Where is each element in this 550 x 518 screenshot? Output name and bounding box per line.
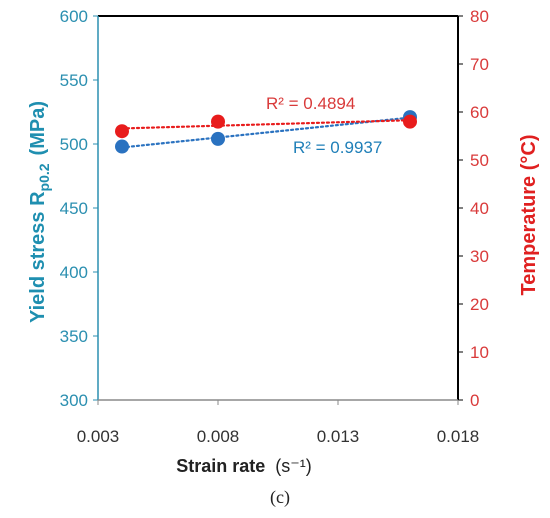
y-left-tick-label: 400 <box>60 263 88 282</box>
y-right-tick-label: 0 <box>470 391 479 410</box>
left-ticks: 300 350 400 450 500 550 600 <box>60 7 98 410</box>
axes <box>97 15 459 401</box>
x-tick-label: 0.003 <box>77 427 120 446</box>
y-right-tick-label: 60 <box>470 103 489 122</box>
y-right-tick-label: 30 <box>470 247 489 266</box>
data-points <box>115 110 417 154</box>
y-left-tick-label: 450 <box>60 199 88 218</box>
y-right-tick-label: 80 <box>470 7 489 26</box>
y-right-tick-label: 50 <box>470 151 489 170</box>
x-ticks: 0.003 0.008 0.013 0.018 <box>77 400 480 446</box>
right-ticks: 0 10 20 30 40 50 60 70 80 <box>458 7 489 410</box>
data-point-series-1 <box>211 114 225 129</box>
y-right-tick-label: 40 <box>470 199 489 218</box>
y-right-tick-label: 10 <box>470 343 489 362</box>
y-left-tick-label: 600 <box>60 7 88 26</box>
y-right-axis-title: Temperature (°C) <box>518 135 540 296</box>
y-left-tick-label: 550 <box>60 71 88 90</box>
data-point-series-1 <box>115 124 129 139</box>
data-point-series-0 <box>211 131 225 146</box>
data-point-series-0 <box>115 139 129 154</box>
y-left-tick-label: 300 <box>60 391 88 410</box>
data-point-series-1 <box>403 114 417 129</box>
x-axis-title: Strain rate (s⁻¹) <box>176 456 312 476</box>
y-left-tick-label: 500 <box>60 135 88 154</box>
x-tick-label: 0.013 <box>317 427 360 446</box>
y-left-tick-label: 350 <box>60 327 88 346</box>
r2-annotation-yield: R² = 0.9937 <box>293 138 382 157</box>
trendlines <box>120 116 412 149</box>
y-right-tick-label: 70 <box>470 55 489 74</box>
x-tick-label: 0.008 <box>197 427 240 446</box>
y-right-tick-label: 20 <box>470 295 489 314</box>
x-tick-label: 0.018 <box>437 427 480 446</box>
panel-caption: (c) <box>270 487 290 508</box>
r2-annotation-temperature: R² = 0.4894 <box>266 94 355 113</box>
trendline-series-1 <box>120 119 412 130</box>
y-left-axis-title: Yield stress Rp0.2(MPa) <box>27 101 52 323</box>
